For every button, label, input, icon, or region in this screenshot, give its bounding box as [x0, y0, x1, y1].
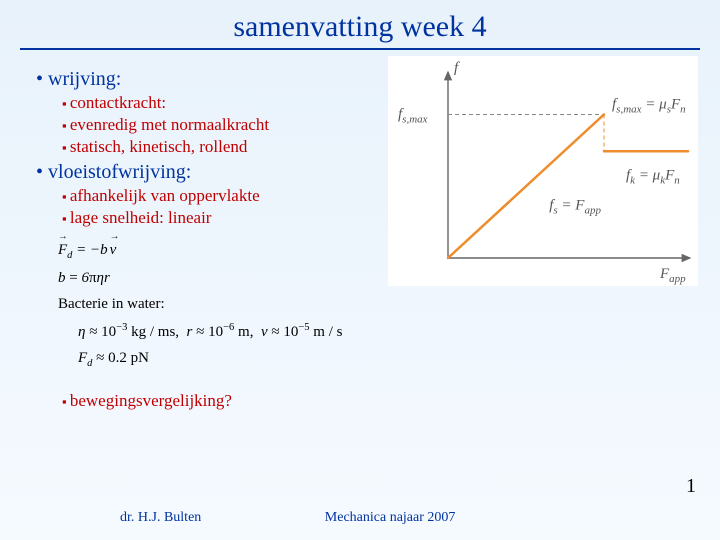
footer-course: Mechanica najaar 2007	[325, 510, 456, 526]
slide-title: samenvatting week 4	[0, 0, 720, 48]
friction-chart: f Fapp fs,max fs,max = μsFn fk = μkFn fs = Fa…	[388, 56, 698, 286]
sub-bullet: afhankelijk van oppervlakte	[62, 186, 360, 206]
bullet-label: wrijving:	[48, 68, 121, 90]
svg-text:Fapp: Fapp	[659, 266, 686, 285]
sub-bullet: evenredig met normaalkracht	[62, 115, 360, 135]
chart-svg: f Fapp fs,max fs,max = μsFn fk = μkFn fs = Fa…	[388, 56, 698, 286]
bacterie-label: Bacterie in water:	[58, 292, 720, 318]
bullet-vloeistof: vloeistofwrijving: afhankelijk van opper…	[36, 161, 360, 228]
sub-bullet: contactkracht:	[62, 93, 360, 113]
svg-text:f: f	[454, 60, 460, 76]
svg-text:fs,max = μsFn: fs,max = μsFn	[612, 96, 686, 115]
sub-bullet: lage snelheid: lineair	[62, 208, 360, 228]
sub-bullet: statisch, kinetisch, rollend	[62, 137, 360, 157]
formula-result: Fd ≈ 0.2 pN	[78, 346, 720, 373]
bullet-content: wrijving: contactkracht: evenredig met n…	[0, 60, 360, 228]
svg-text:fs = Fapp: fs = Fapp	[549, 197, 601, 216]
svg-text:fk = μkFn: fk = μkFn	[626, 167, 680, 186]
slide-footer: dr. H.J. Bulten Mechanica najaar 2007	[0, 510, 720, 526]
footer-author: dr. H.J. Bulten	[120, 510, 201, 525]
formula-params: η ≈ 10−3 kg / ms, r ≈ 10−6 m, v ≈ 10−5 m…	[78, 319, 720, 346]
page-number: 1	[686, 475, 696, 498]
title-rule	[20, 48, 700, 50]
question-bullet: bewegingsvergelijking?	[62, 391, 720, 411]
svg-text:fs,max: fs,max	[398, 106, 428, 125]
bullet-wrijving: wrijving: contactkracht: evenredig met n…	[36, 68, 360, 157]
bullet-label: vloeistofwrijving:	[48, 161, 191, 183]
